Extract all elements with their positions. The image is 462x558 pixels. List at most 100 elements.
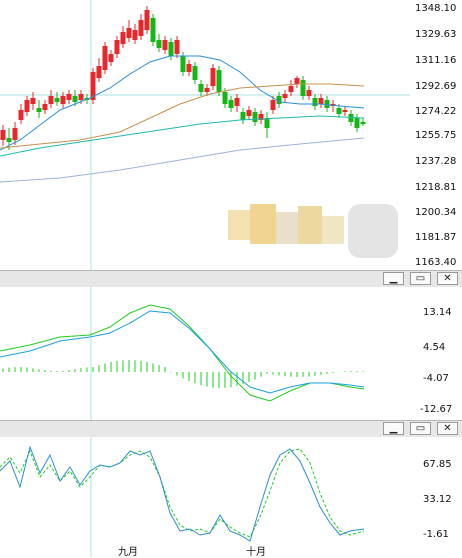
restore-icon[interactable]: ▭ — [410, 272, 431, 285]
down-candle — [150, 18, 156, 42]
up-candle — [288, 86, 294, 92]
up-candle — [234, 98, 240, 106]
up-candle — [48, 96, 54, 104]
up-candle — [318, 98, 324, 104]
macd-dea-line — [0, 304, 365, 402]
up-candle — [204, 88, 210, 92]
price-axis-label: 1200.34 — [415, 207, 457, 218]
macd-panel[interactable]: 13.14 4.54 -4.07 -12.67 — [0, 287, 462, 420]
price-axis-label: 1163.40 — [415, 257, 457, 268]
up-candle — [12, 128, 18, 140]
price-axis-label: 1329.63 — [415, 29, 457, 40]
price-axis-label: 1218.81 — [415, 182, 457, 193]
down-candle — [180, 56, 186, 72]
up-candle — [342, 110, 348, 112]
close-icon[interactable]: ✕ — [437, 422, 458, 435]
down-candle — [192, 66, 198, 80]
up-candle — [114, 40, 120, 54]
down-candle — [252, 112, 258, 122]
up-candle — [132, 30, 138, 40]
kdj-axis-label: 33.12 — [423, 494, 452, 505]
up-candle — [144, 10, 150, 30]
up-candle — [66, 94, 72, 100]
down-candle — [336, 108, 342, 114]
down-candle — [228, 100, 234, 108]
up-candle — [258, 114, 264, 120]
moving-average-mid-line — [0, 115, 365, 157]
up-candle — [78, 94, 84, 100]
price-axis-label: 1292.69 — [415, 81, 457, 92]
down-candle — [348, 114, 354, 122]
up-candle — [126, 28, 132, 38]
down-candle — [6, 138, 12, 142]
price-axis-label: 1311.16 — [415, 55, 457, 66]
minimize-icon[interactable]: ▁ — [383, 422, 404, 435]
up-candle — [108, 54, 114, 62]
up-candle — [102, 46, 108, 70]
up-candle — [30, 98, 36, 104]
price-axis-label: 1181.87 — [415, 232, 457, 243]
down-candle — [240, 112, 246, 120]
watermark-logo — [228, 202, 408, 260]
candlestick-chart — [0, 0, 410, 270]
macd-axis-label: -4.07 — [423, 373, 449, 384]
down-candle — [276, 96, 282, 104]
up-candle — [120, 32, 126, 44]
kdj-axis-label: -1.61 — [423, 529, 449, 540]
up-candle — [42, 104, 48, 110]
down-candle — [216, 70, 222, 92]
up-candle — [162, 40, 168, 50]
down-candle — [156, 40, 162, 48]
price-axis-label: 1274.22 — [415, 106, 457, 117]
up-candle — [282, 94, 288, 98]
macd-pane-titlebar: ▁ ▭ ✕ — [0, 270, 462, 288]
x-axis-label-september: 九月 — [118, 547, 138, 558]
up-candle — [210, 68, 216, 86]
up-candle — [306, 90, 312, 96]
minimize-icon[interactable]: ▁ — [383, 272, 404, 285]
kdj-k-line — [0, 445, 365, 542]
down-candle — [300, 80, 306, 96]
kdj-panel[interactable]: 67.85 33.12 -1.61 — [0, 437, 462, 557]
down-candle — [72, 96, 78, 102]
down-candle — [354, 118, 360, 128]
up-candle — [246, 110, 252, 116]
down-candle — [198, 84, 204, 92]
up-candle — [60, 96, 66, 104]
down-candle — [36, 108, 42, 112]
moving-average-long-line — [0, 83, 365, 149]
down-candle — [360, 122, 366, 124]
kdj-d-line — [0, 448, 365, 538]
down-candle — [312, 98, 318, 106]
price-axis-label: 1255.75 — [415, 130, 457, 141]
moving-average-extra-long-line — [0, 137, 365, 183]
price-axis-label: 1237.28 — [415, 156, 457, 167]
kdj-chart — [0, 437, 365, 557]
down-candle — [54, 98, 60, 102]
restore-icon[interactable]: ▭ — [410, 422, 431, 435]
up-candle — [96, 66, 102, 78]
macd-axis-label: 13.14 — [423, 307, 452, 318]
macd-dif-line — [0, 310, 365, 394]
price-axis-label: 1348.10 — [415, 3, 457, 14]
up-candle — [138, 20, 144, 36]
up-candle — [270, 100, 276, 110]
down-candle — [168, 42, 174, 56]
candlestick-panel[interactable]: 1348.10 1329.63 1311.16 1292.69 1274.22 … — [0, 0, 462, 270]
macd-axis-label: -12.67 — [420, 404, 453, 415]
down-candle — [222, 92, 228, 104]
up-candle — [174, 40, 180, 54]
close-icon[interactable]: ✕ — [437, 272, 458, 285]
up-candle — [90, 72, 96, 100]
kdj-pane-titlebar: ▁ ▭ ✕ — [0, 420, 462, 438]
up-candle — [18, 110, 24, 120]
down-candle — [324, 100, 330, 108]
x-axis-label-october: 十月 — [246, 547, 266, 558]
up-candle — [0, 130, 6, 140]
up-candle — [294, 78, 300, 84]
up-candle — [186, 64, 192, 72]
down-candle — [264, 118, 270, 128]
up-candle — [24, 100, 30, 112]
macd-axis-label: 4.54 — [423, 342, 446, 353]
kdj-axis-label: 67.85 — [423, 459, 452, 470]
